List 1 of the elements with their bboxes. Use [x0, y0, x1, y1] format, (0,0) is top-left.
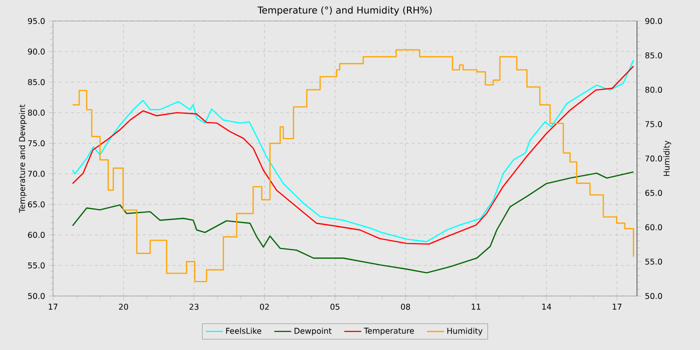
chart-title: Temperature (°) and Humidity (RH%) — [258, 6, 432, 16]
